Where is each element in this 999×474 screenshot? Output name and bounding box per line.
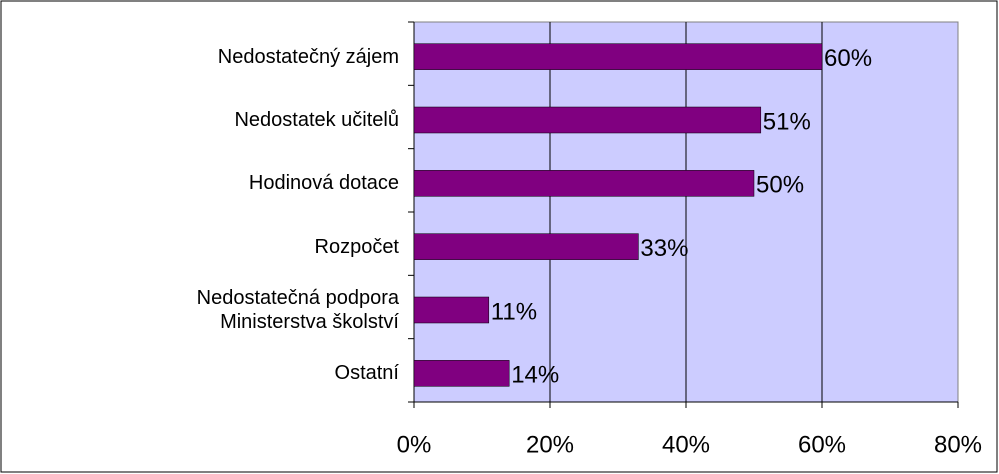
y-tick-label: Ostatní — [334, 362, 399, 385]
x-tick-label: 40% — [662, 431, 710, 458]
value-label: 51% — [763, 108, 811, 135]
bar — [413, 296, 490, 324]
bar — [413, 233, 639, 260]
y-tick-label: Rozpočet — [314, 235, 400, 258]
bar — [413, 106, 762, 134]
x-tick-label: 20% — [526, 431, 574, 458]
value-label: 14% — [511, 362, 559, 389]
x-tick-label: 0% — [397, 431, 432, 458]
y-tick-label: Hodinová dotace — [248, 172, 399, 195]
bar — [413, 43, 823, 70]
value-label: 60% — [824, 45, 872, 72]
value-label: 50% — [756, 172, 804, 199]
bar — [413, 170, 755, 197]
y-tick-label: Nedostatečný zájem — [217, 45, 399, 68]
value-label: 33% — [640, 235, 688, 262]
y-tick-label: Nedostatečná podpora Ministerstva školst… — [196, 287, 399, 333]
x-tick-label: 60% — [798, 431, 846, 458]
value-label: 11% — [491, 298, 537, 325]
bar — [413, 360, 510, 387]
x-tick-label: 80% — [934, 431, 982, 458]
y-tick-label: Nedostatek učitelů — [234, 109, 399, 131]
